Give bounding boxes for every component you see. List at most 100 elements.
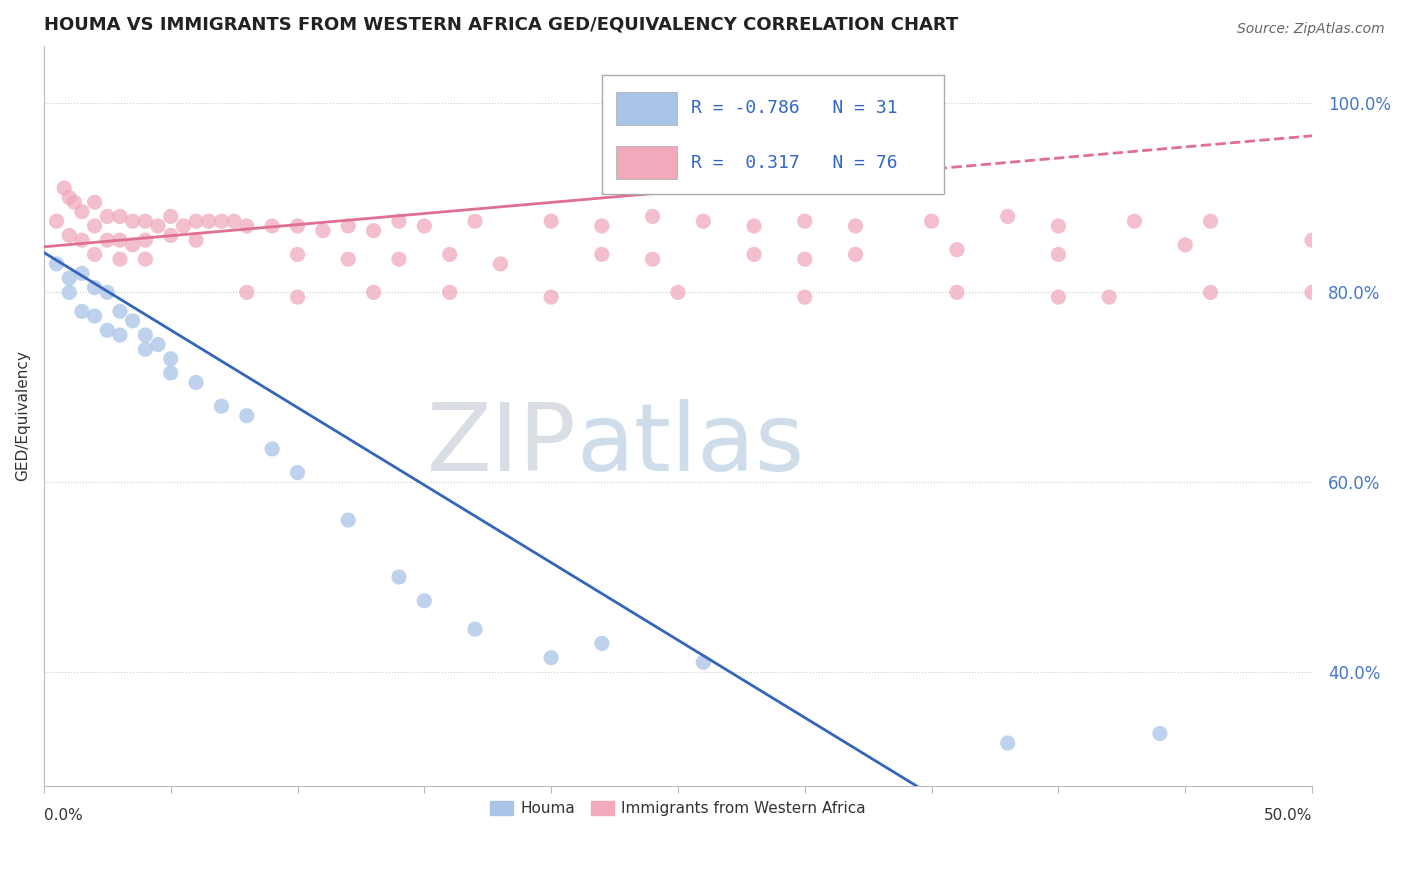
Point (1301, 233, 1323, 247)
Point (287, 466, 309, 480)
Point (236, 285, 259, 300)
Text: 50.0%: 50.0% (1264, 808, 1312, 823)
Point (337, 219, 360, 233)
Point (134, 252, 156, 267)
Y-axis label: GED/Equivalency: GED/Equivalency (15, 351, 30, 481)
Point (209, 214, 232, 228)
Point (96, 285, 118, 300)
Point (1199, 285, 1222, 300)
Point (312, 224, 335, 238)
Point (134, 233, 156, 247)
Point (224, 214, 246, 228)
Point (1047, 290, 1070, 304)
Point (159, 210, 181, 224)
Point (1301, 285, 1323, 300)
Point (591, 247, 613, 261)
Point (439, 285, 461, 300)
Point (108, 210, 131, 224)
Point (83, 280, 105, 294)
Point (489, 257, 512, 271)
Point (184, 233, 207, 247)
Point (45, 257, 67, 271)
Point (108, 304, 131, 318)
Point (70, 266, 93, 280)
Point (641, 252, 664, 267)
Point (236, 409, 259, 423)
Point (439, 247, 461, 261)
Point (641, 210, 664, 224)
Point (793, 214, 815, 228)
Point (159, 366, 181, 380)
Point (413, 593, 436, 607)
Point (146, 337, 169, 351)
Text: Source: ZipAtlas.com: Source: ZipAtlas.com (1237, 22, 1385, 37)
Point (388, 570, 411, 584)
Point (197, 214, 219, 228)
Point (337, 513, 360, 527)
Text: 0.0%: 0.0% (44, 808, 83, 823)
Point (121, 214, 143, 228)
Point (83, 247, 105, 261)
Point (58, 285, 80, 300)
Point (997, 736, 1019, 750)
Point (134, 328, 156, 343)
Text: HOUMA VS IMMIGRANTS FROM WESTERN AFRICA GED/EQUIVALENCY CORRELATION CHART: HOUMA VS IMMIGRANTS FROM WESTERN AFRICA … (44, 15, 957, 33)
Point (666, 285, 689, 300)
Point (363, 285, 385, 300)
Point (236, 219, 259, 233)
Point (96, 233, 118, 247)
Point (946, 243, 969, 257)
Point (184, 376, 207, 390)
Point (388, 252, 411, 267)
Point (692, 214, 714, 228)
Point (1174, 238, 1197, 252)
Point (793, 252, 815, 267)
Point (108, 328, 131, 343)
Point (70, 233, 93, 247)
Point (70, 204, 93, 219)
Point (83, 309, 105, 323)
Point (58, 190, 80, 204)
Point (159, 228, 181, 243)
Point (844, 247, 866, 261)
Point (337, 252, 360, 267)
Point (1199, 214, 1222, 228)
Point (540, 650, 562, 665)
Point (363, 224, 385, 238)
Point (53, 181, 76, 195)
Text: atlas: atlas (576, 400, 804, 491)
Point (209, 399, 232, 413)
Point (742, 247, 765, 261)
Point (946, 285, 969, 300)
Point (58, 271, 80, 285)
Point (172, 219, 194, 233)
Point (134, 343, 156, 357)
Point (83, 219, 105, 233)
Point (184, 214, 207, 228)
Text: ZIP: ZIP (427, 400, 576, 491)
Point (844, 219, 866, 233)
Point (464, 214, 486, 228)
Point (1123, 214, 1146, 228)
Point (96, 210, 118, 224)
Legend: Houma, Immigrants from Western Africa: Houma, Immigrants from Western Africa (484, 796, 872, 822)
Point (146, 219, 169, 233)
Point (262, 219, 284, 233)
Point (159, 351, 181, 366)
Point (287, 219, 309, 233)
Point (96, 323, 118, 337)
Point (1047, 247, 1070, 261)
Point (591, 219, 613, 233)
Point (921, 214, 943, 228)
Point (262, 442, 284, 456)
Point (121, 314, 143, 328)
Point (692, 656, 714, 670)
Point (134, 214, 156, 228)
Point (540, 290, 562, 304)
Point (540, 214, 562, 228)
Point (413, 219, 436, 233)
Point (121, 238, 143, 252)
Point (591, 636, 613, 650)
Point (58, 228, 80, 243)
Point (1047, 219, 1070, 233)
